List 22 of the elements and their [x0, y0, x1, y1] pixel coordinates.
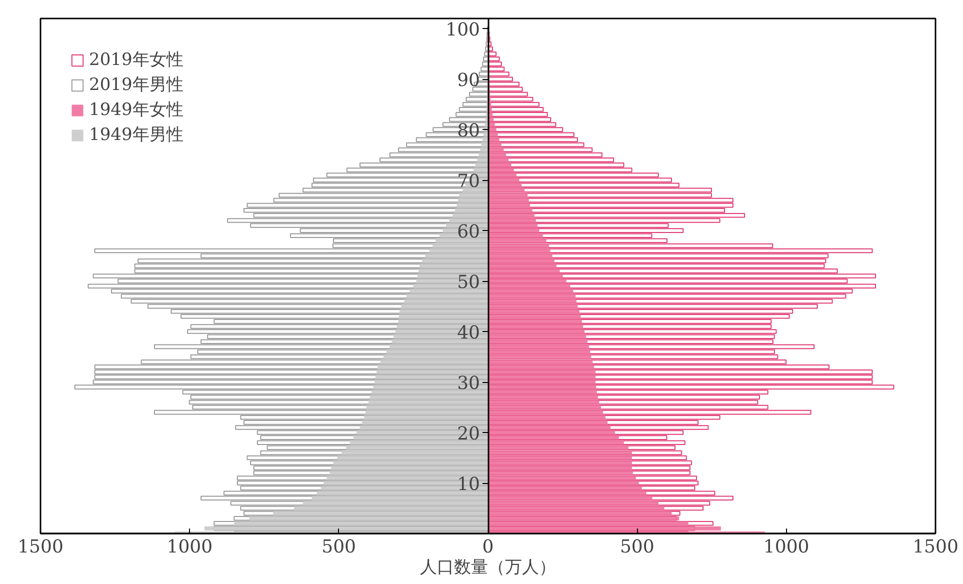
y-tick-label: 50	[457, 272, 480, 294]
x-tick-label: 500	[322, 536, 356, 558]
y-tick-label: 100	[446, 20, 480, 41]
y-tick-label: 80	[457, 120, 480, 142]
y-tick-label: 30	[457, 373, 480, 394]
y-tick-label: 20	[457, 424, 480, 445]
y-tick-label: 10	[457, 474, 480, 496]
x-tick-label: 1500	[18, 536, 64, 558]
x-tick-label: 0	[482, 536, 494, 558]
x-axis-title: 人口数量（万人）	[420, 558, 556, 578]
legend-label: 1949年男性	[89, 124, 184, 146]
x-tick-label: 1500	[912, 536, 958, 558]
y-tick-label: 40	[457, 322, 480, 344]
y-tick-label: 60	[457, 222, 480, 243]
x-tick-label: 1000	[166, 536, 213, 558]
legend-label: 2019年女性	[89, 49, 184, 71]
x-tick-label: 500	[620, 536, 654, 558]
x-tick-label: 1000	[763, 536, 810, 558]
legend-label: 1949年女性	[89, 99, 184, 121]
y-tick-label: 70	[457, 171, 480, 192]
y-tick-label: 90	[457, 70, 480, 92]
legend-label: 2019年男性	[89, 74, 184, 96]
